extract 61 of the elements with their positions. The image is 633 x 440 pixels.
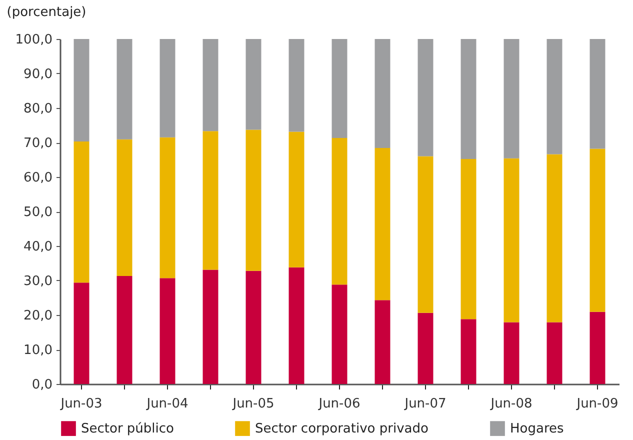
bar <box>116 39 132 140</box>
bar <box>116 276 132 384</box>
bar <box>374 39 390 148</box>
bar <box>202 131 218 270</box>
bar <box>590 39 606 149</box>
bar <box>202 39 218 132</box>
y-tick-label: 60,0 <box>24 170 52 186</box>
bar <box>460 319 476 384</box>
y-tick-label: 40,0 <box>24 240 52 254</box>
y-tick-label: 50,0 <box>24 205 52 220</box>
bar <box>590 312 606 384</box>
bar <box>160 137 176 278</box>
x-tick-label: Jun-04 <box>146 396 188 412</box>
bar <box>160 39 176 138</box>
legend-label: Sector corporativo privado <box>255 422 428 437</box>
y-tick-label: 30,0 <box>24 274 52 289</box>
bar <box>332 39 348 138</box>
bar <box>74 141 90 283</box>
bar <box>288 39 304 132</box>
bar <box>74 282 90 384</box>
bar <box>288 267 304 384</box>
x-tick-label: Jun-05 <box>232 396 274 412</box>
bar <box>288 132 304 268</box>
bar <box>460 39 476 160</box>
bar <box>590 148 606 312</box>
bar <box>374 300 390 384</box>
y-tick-label: 100,0 <box>15 32 52 48</box>
bar <box>546 39 562 154</box>
x-tick-label: Jun-03 <box>60 396 102 412</box>
y-tick-label: 80,0 <box>24 102 52 116</box>
bar <box>546 154 562 322</box>
bar <box>202 270 218 384</box>
y-tick-label: 20,0 <box>24 308 52 324</box>
bar <box>246 130 262 271</box>
y-tick-label: 90,0 <box>24 67 52 82</box>
bar <box>116 139 132 276</box>
y-axis-title: (porcentaje) <box>6 5 86 20</box>
bar <box>246 270 262 384</box>
bar <box>418 156 434 313</box>
bar <box>374 148 390 300</box>
x-tick-label: Jun-09 <box>576 396 618 412</box>
y-tick-label: 10,0 <box>24 343 52 358</box>
y-tick-label: 0,0 <box>32 378 52 392</box>
x-tick-label: Jun-07 <box>404 396 446 412</box>
bar <box>460 159 476 320</box>
x-tick-label: Jun-06 <box>318 396 360 412</box>
y-tick-label: 70,0 <box>24 136 52 151</box>
bar <box>160 278 176 384</box>
bar <box>504 158 520 322</box>
bar <box>74 39 90 142</box>
bar <box>418 39 434 156</box>
legend-label: Sector público <box>81 422 174 437</box>
legend-label: Hogares <box>510 422 564 437</box>
bar <box>504 39 520 158</box>
bar <box>418 312 434 384</box>
bar <box>546 322 562 384</box>
bar <box>332 138 348 285</box>
x-tick-label: Jun-08 <box>490 396 532 412</box>
bar <box>332 284 348 384</box>
bar <box>246 39 262 130</box>
bar <box>504 322 520 384</box>
